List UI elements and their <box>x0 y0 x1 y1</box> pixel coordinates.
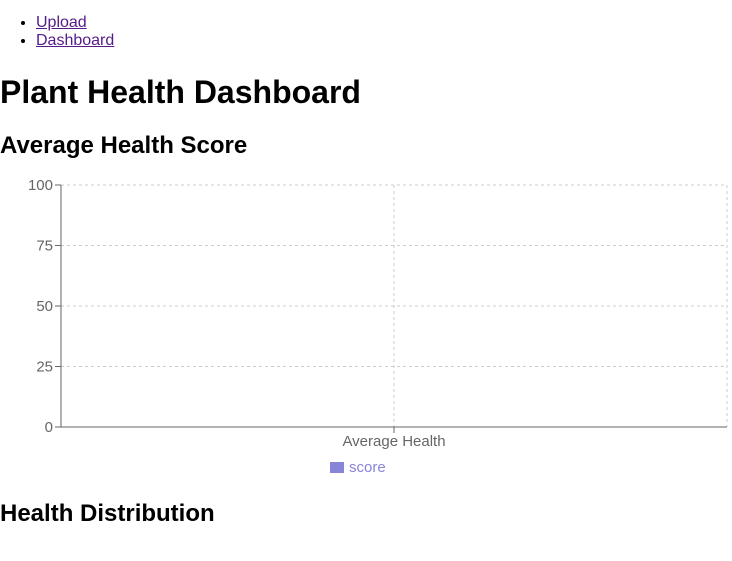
y-tick-label: 0 <box>45 419 53 436</box>
y-tick-label: 50 <box>36 298 53 315</box>
average-health-heading: Average Health Score <box>0 132 248 159</box>
average-health-chart: 0 25 50 75 100 Average Health score <box>0 176 732 486</box>
nav-item-upload: Upload <box>36 14 114 32</box>
nav-item-dashboard: Dashboard <box>36 32 114 50</box>
legend-label: score <box>349 459 386 476</box>
x-tick-label: Average Health <box>342 433 445 450</box>
y-tick-label: 100 <box>28 177 53 194</box>
y-tick-label: 25 <box>36 359 53 376</box>
health-distribution-heading: Health Distribution <box>0 500 215 527</box>
chart-legend: score <box>330 459 386 476</box>
chart-grid <box>61 184 728 427</box>
legend-swatch <box>330 462 344 473</box>
y-tick-label: 75 <box>36 238 53 255</box>
upload-link[interactable]: Upload <box>36 14 87 31</box>
page-title: Plant Health Dashboard <box>0 74 361 110</box>
nav-list: Upload Dashboard <box>0 14 114 50</box>
chart-axes: 0 25 50 75 100 Average Health <box>28 177 727 450</box>
dashboard-link[interactable]: Dashboard <box>36 32 115 49</box>
legend-item: score <box>330 459 386 476</box>
chart-svg: 0 25 50 75 100 Average Health score <box>28 177 728 476</box>
